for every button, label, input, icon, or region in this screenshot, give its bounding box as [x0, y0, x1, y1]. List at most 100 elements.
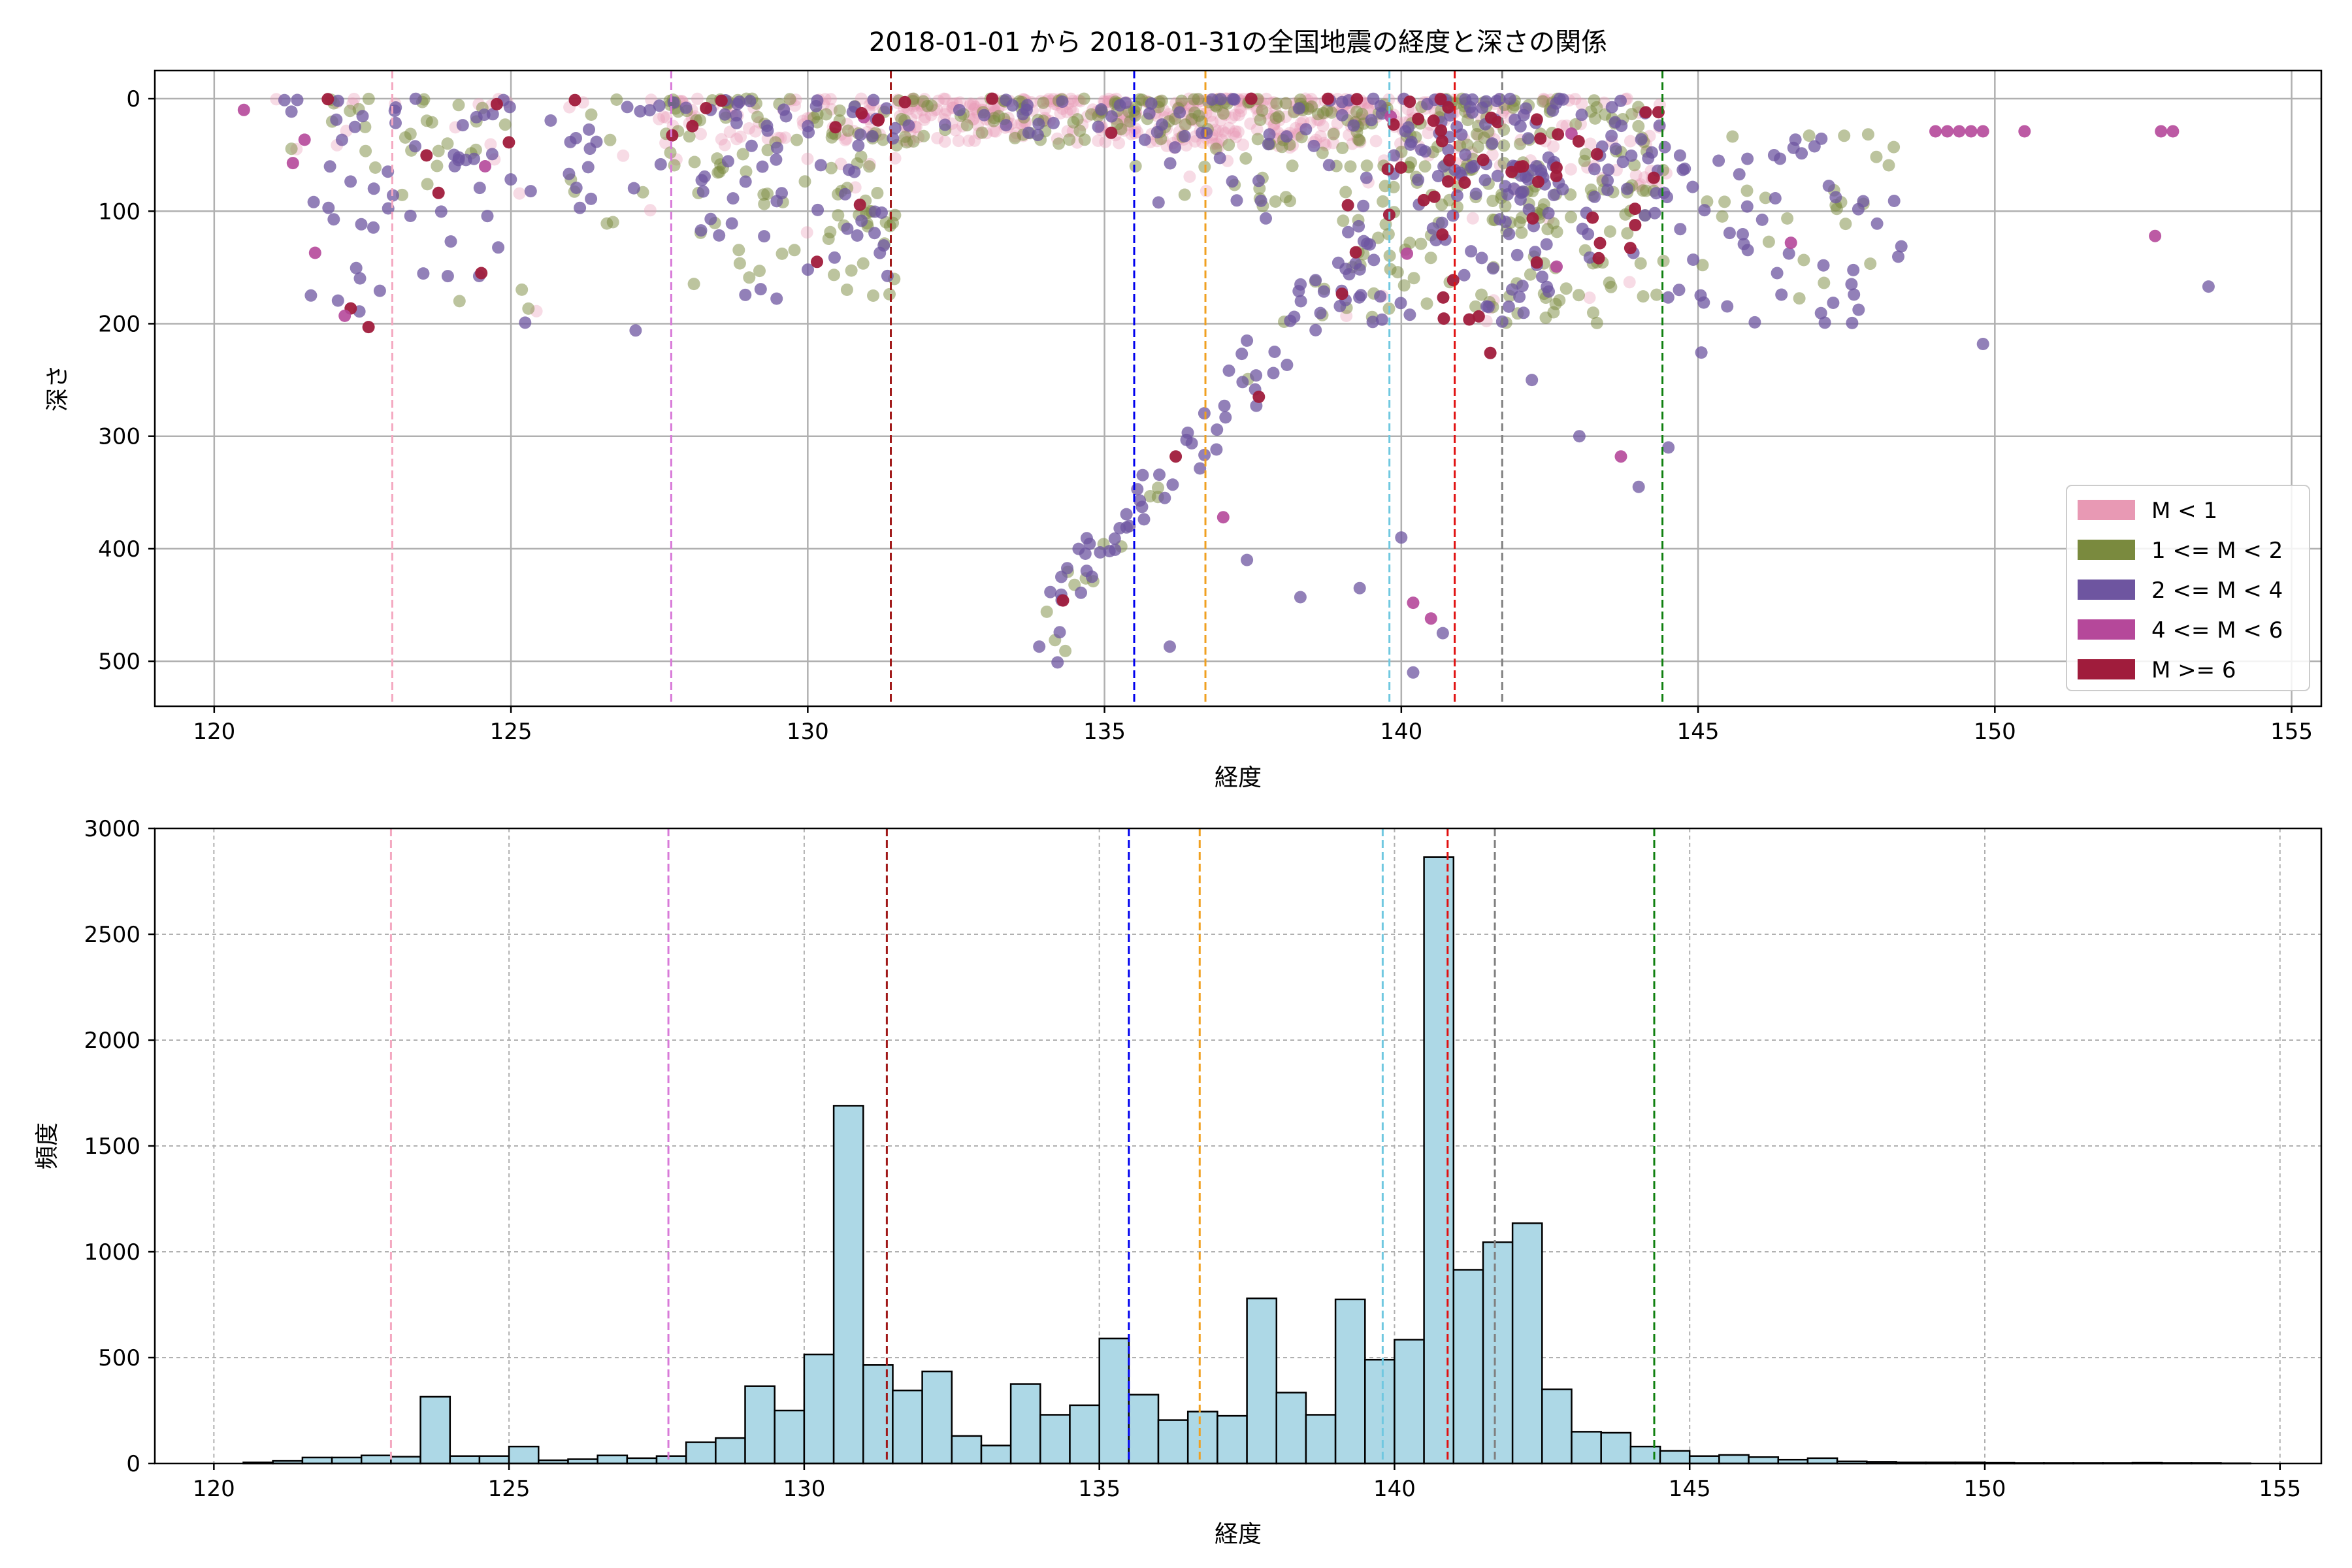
scatter-point: [1401, 247, 1413, 260]
scatter-point: [1847, 263, 1860, 276]
scatter-point: [1250, 369, 1263, 382]
scatter-point: [1421, 97, 1433, 110]
scatter-point: [1377, 195, 1390, 208]
scatter-point: [989, 125, 1002, 138]
histogram-bar: [360, 1454, 392, 1465]
scatter-point: [425, 116, 438, 129]
scatter-point: [1458, 176, 1471, 189]
scatter-point: [1661, 191, 1673, 204]
scatter-point: [811, 255, 823, 269]
scatter-point: [1181, 426, 1194, 439]
histogram-bar: [1305, 1414, 1337, 1465]
scatter-point: [687, 278, 700, 291]
legend-swatch: [2078, 540, 2135, 560]
scatter-point: [1080, 532, 1093, 545]
legend-label: 4 <= M < 6: [2151, 617, 2283, 644]
scatter-point: [825, 93, 837, 106]
scatter-point: [1356, 108, 1369, 121]
scatter-point: [872, 114, 885, 127]
scatter-point: [1486, 148, 1499, 161]
scatter-point: [350, 261, 363, 274]
scatter-point: [1402, 121, 1415, 134]
scatter-point: [1309, 274, 1322, 287]
scatter-point: [1381, 163, 1394, 176]
scatter-point: [1517, 306, 1530, 319]
scatter-point: [758, 230, 771, 243]
y-tick-label: 500: [98, 649, 140, 675]
histogram-bars: [242, 856, 2251, 1465]
scatter-point: [1130, 100, 1143, 113]
scatter-point: [719, 108, 731, 121]
scatter-point: [1387, 180, 1400, 193]
histogram-bar: [331, 1456, 363, 1465]
scatter-point: [1347, 119, 1360, 132]
x-tick-label: 150: [1974, 719, 2016, 745]
scatter-point: [1188, 135, 1201, 148]
scatter-point: [1237, 139, 1250, 152]
scatter-point: [1661, 291, 1674, 304]
scatter-point: [867, 289, 879, 302]
scatter-point: [1696, 259, 1709, 272]
scatter-point: [1284, 195, 1296, 208]
scatter-point: [1153, 468, 1166, 482]
scatter-point: [1590, 316, 1603, 329]
scatter-point: [960, 119, 973, 132]
scatter-point: [1592, 252, 1605, 265]
histogram-bar: [1394, 1339, 1425, 1465]
scatter-point: [563, 167, 576, 180]
scatter-point: [481, 210, 494, 223]
scatter-point: [883, 287, 896, 301]
scatter-point: [1721, 300, 1734, 313]
scatter-point: [1723, 227, 1736, 240]
scatter-point: [1245, 92, 1258, 105]
scatter-point: [1354, 289, 1367, 302]
scatter-point: [1442, 101, 1455, 114]
scatter-point: [1526, 374, 1539, 387]
scatter-point: [776, 187, 788, 200]
scatter-point: [432, 144, 445, 157]
scatter-point: [1560, 282, 1573, 295]
scatter-point: [1061, 562, 1073, 575]
scatter-point: [824, 225, 837, 238]
scatter-point: [1629, 219, 1642, 231]
scatter-point: [698, 170, 711, 183]
scatter-point: [1339, 263, 1352, 275]
scatter-point: [704, 212, 717, 225]
scatter-point: [939, 118, 951, 131]
scatter-point: [733, 257, 746, 270]
scatter-point: [842, 163, 855, 176]
scatter-point: [1775, 288, 1788, 301]
scatter-point: [1547, 140, 1560, 153]
scatter-point: [475, 267, 488, 280]
scatter-point: [1427, 114, 1440, 127]
scatter-point: [1099, 135, 1112, 148]
scatter-point: [1576, 222, 1589, 235]
scatter-point: [1270, 97, 1283, 110]
histogram-bar: [1334, 1298, 1366, 1465]
scatter-point: [1514, 186, 1527, 199]
scatter-point: [839, 134, 852, 146]
scatter-point: [1575, 97, 1588, 110]
scatter-point: [1639, 209, 1652, 222]
scatter-point: [1547, 189, 1560, 201]
scatter-point: [902, 119, 915, 132]
scatter-point: [1575, 108, 1588, 122]
scatter-x-ticks: 120 125 130 135 140 145 150 155: [193, 706, 2313, 745]
scatter-point: [1222, 139, 1235, 152]
scatter-point: [1064, 103, 1077, 116]
scatter-point: [1515, 211, 1528, 224]
scatter-point: [1173, 106, 1186, 119]
scatter-point: [1158, 491, 1171, 504]
scatter-point: [1232, 108, 1245, 122]
scatter-point: [881, 269, 894, 282]
scatter-point: [1573, 289, 1585, 302]
scatter-point: [1179, 118, 1192, 131]
scatter-point: [1586, 211, 1599, 224]
scatter-point: [1503, 227, 1516, 240]
histogram-x-label: 経度: [1215, 1521, 1262, 1548]
scatter-point: [779, 131, 792, 144]
scatter-point: [1198, 407, 1211, 420]
scatter-point: [1286, 159, 1299, 172]
scatter-point: [1169, 450, 1183, 463]
scatter-point: [285, 142, 298, 155]
